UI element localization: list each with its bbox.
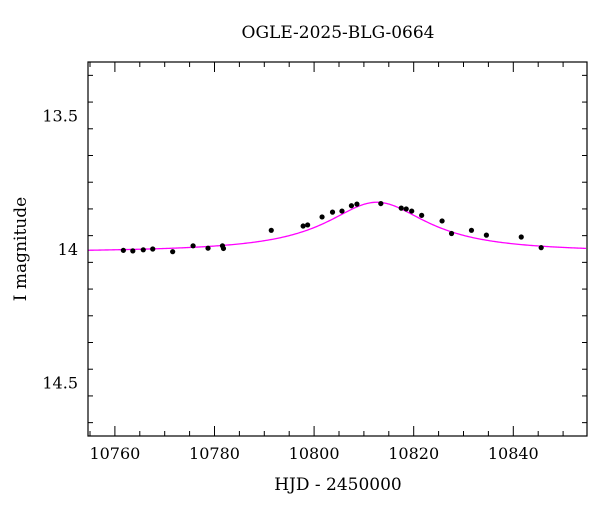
x-tick-label: 10820 — [388, 444, 439, 463]
data-point — [120, 247, 126, 253]
data-point — [448, 230, 455, 237]
data-point — [305, 222, 311, 228]
data-point — [339, 208, 345, 214]
x-tick-label: 10780 — [189, 444, 240, 463]
x-tick-label: 10760 — [89, 444, 140, 463]
axes: 10760 10780 10800 10820 10840 13.5 14 14.5 — [42, 61, 588, 463]
x-axis-label: HJD - 2450000 — [274, 475, 402, 495]
data-point — [398, 205, 404, 211]
data-point — [300, 223, 306, 229]
data-point — [468, 227, 475, 233]
data-point — [205, 245, 211, 251]
data-point — [348, 203, 355, 209]
data-point — [403, 206, 409, 212]
data-point — [319, 214, 325, 220]
data-point — [170, 249, 176, 255]
data-point — [419, 212, 425, 218]
model-curve — [88, 201, 587, 251]
data-point — [483, 232, 489, 238]
plot-area — [88, 200, 587, 255]
data-point — [329, 209, 336, 215]
y-axis-label: I magnitude — [11, 197, 31, 301]
y-tick-label: 14.5 — [42, 374, 78, 393]
data-point — [268, 227, 274, 233]
data-point — [140, 247, 146, 253]
x-tick-label: 10800 — [289, 444, 340, 463]
data-point — [354, 201, 360, 207]
data-point — [150, 246, 156, 252]
data-point — [378, 200, 384, 207]
data-point — [538, 245, 544, 251]
y-tick-label: 13.5 — [42, 106, 78, 125]
plot-frame — [87, 61, 588, 437]
data-point — [220, 245, 227, 252]
data-point — [130, 248, 136, 254]
chart-title: OGLE-2025-BLG-0664 — [242, 23, 435, 43]
data-point — [518, 234, 524, 240]
data-point — [190, 243, 196, 249]
x-tick-label: 10840 — [488, 444, 539, 463]
data-point — [439, 218, 445, 224]
y-tick-label: 14 — [58, 240, 78, 259]
data-point — [409, 208, 415, 214]
